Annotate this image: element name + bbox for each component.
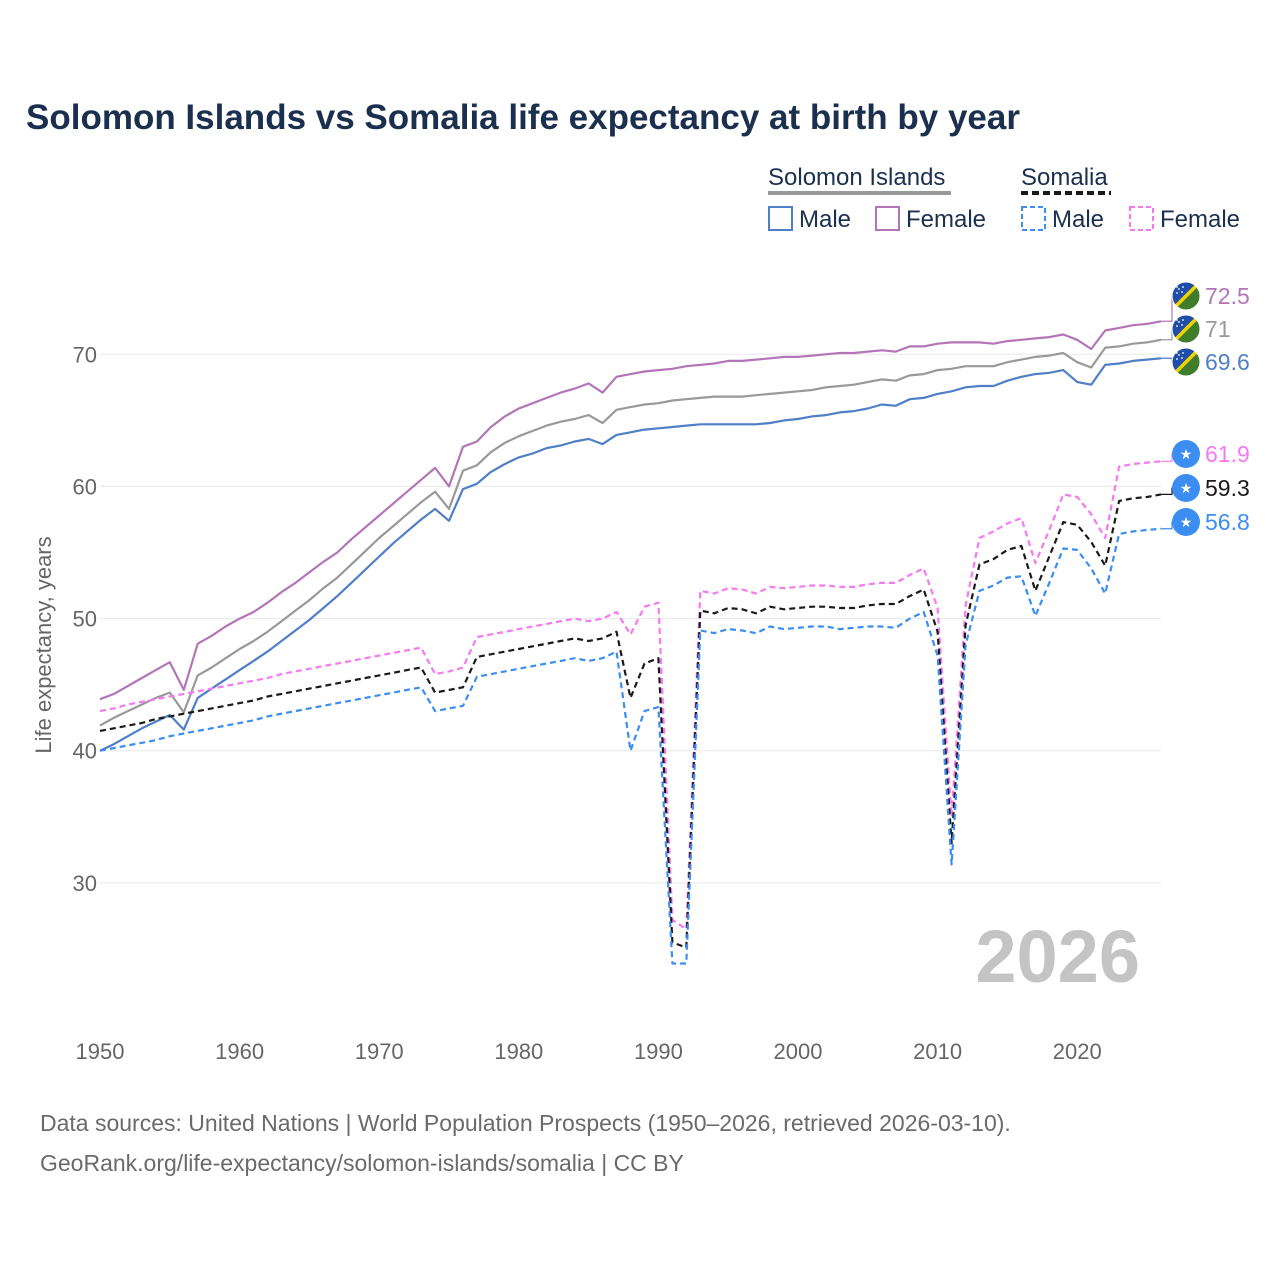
series-line-sol-female bbox=[99, 320, 1162, 701]
source-line-2: GeoRank.org/life-expectancy/solomon-isla… bbox=[40, 1150, 684, 1176]
y-tick-label: 30 bbox=[73, 871, 97, 896]
legend-label-solomon-female: Female bbox=[906, 206, 986, 233]
y-tick-label: 40 bbox=[73, 739, 97, 764]
legend-swatch-somalia-female bbox=[1129, 206, 1154, 231]
series bbox=[99, 320, 1162, 965]
x-tick-label: 1990 bbox=[634, 1039, 683, 1064]
x-tick-label: 1970 bbox=[355, 1039, 404, 1064]
gridlines bbox=[100, 353, 1161, 884]
somalia-flag-icon: ★ bbox=[1172, 474, 1200, 502]
x-tick-label: 2020 bbox=[1053, 1039, 1102, 1064]
legend-swatch-somalia-male bbox=[1021, 206, 1046, 231]
y-tick-label: 70 bbox=[73, 342, 97, 367]
y-axis-label: Life expectancy, years bbox=[31, 536, 56, 753]
x-tick-label: 2010 bbox=[913, 1039, 962, 1064]
svg-text:★: ★ bbox=[1180, 480, 1193, 496]
somalia-flag-icon: ★ bbox=[1172, 440, 1200, 468]
y-tick-label: 60 bbox=[73, 474, 97, 499]
solomon-islands-flag-icon bbox=[1171, 347, 1201, 377]
end-labels: 72.5 71 69.6 ★ 61.9 ★ 59.3 ★ 56.8 bbox=[1161, 281, 1250, 536]
x-tick-label: 2000 bbox=[774, 1039, 823, 1064]
legend-group-solomon-islands: Solomon Islands Male Female bbox=[768, 164, 986, 233]
legend-group-somalia: Somalia Male Female bbox=[1021, 164, 1240, 233]
end-value-label: 61.9 bbox=[1205, 441, 1250, 467]
series-line-sol-male bbox=[99, 357, 1162, 752]
legend: Solomon Islands Male Female Somalia Male… bbox=[768, 164, 1240, 233]
solomon-islands-flag-icon bbox=[1171, 314, 1201, 344]
legend-swatch-solomon-male bbox=[768, 206, 793, 231]
svg-text:★: ★ bbox=[1180, 446, 1193, 462]
legend-group-label: Somalia bbox=[1021, 164, 1108, 191]
somalia-flag-icon: ★ bbox=[1172, 508, 1200, 536]
year-watermark: 2026 bbox=[975, 915, 1140, 998]
source-line-1: Data sources: United Nations | World Pop… bbox=[40, 1110, 1011, 1136]
end-value-label: 56.8 bbox=[1205, 509, 1250, 535]
series-line-som-total bbox=[99, 493, 1162, 949]
legend-label-solomon-male: Male bbox=[799, 206, 851, 233]
y-tick-label: 50 bbox=[73, 607, 97, 632]
x-tick-label: 1980 bbox=[494, 1039, 543, 1064]
series-line-som-female bbox=[99, 460, 1162, 931]
end-value-label: 69.6 bbox=[1205, 349, 1250, 375]
legend-group-label: Solomon Islands bbox=[768, 164, 945, 191]
x-tick-label: 1960 bbox=[215, 1039, 264, 1064]
end-value-label: 59.3 bbox=[1205, 475, 1250, 501]
series-line-sol-total bbox=[99, 338, 1162, 727]
series-line-som-male bbox=[99, 527, 1162, 965]
end-value-label: 71 bbox=[1205, 316, 1231, 342]
legend-swatch-solomon-female bbox=[875, 206, 900, 231]
solomon-islands-flag-icon bbox=[1171, 281, 1201, 311]
legend-label-somalia-female: Female bbox=[1160, 206, 1240, 233]
chart-title: Solomon Islands vs Somalia life expectan… bbox=[26, 98, 1020, 137]
legend-label-somalia-male: Male bbox=[1052, 206, 1104, 233]
svg-text:★: ★ bbox=[1180, 514, 1193, 530]
axes: 30 40 50 60 70 1950 1960 1970 1980 1990 2000 2010 20… bbox=[31, 342, 1102, 1064]
end-value-label: 72.5 bbox=[1205, 283, 1250, 309]
x-tick-label: 1950 bbox=[76, 1039, 125, 1064]
